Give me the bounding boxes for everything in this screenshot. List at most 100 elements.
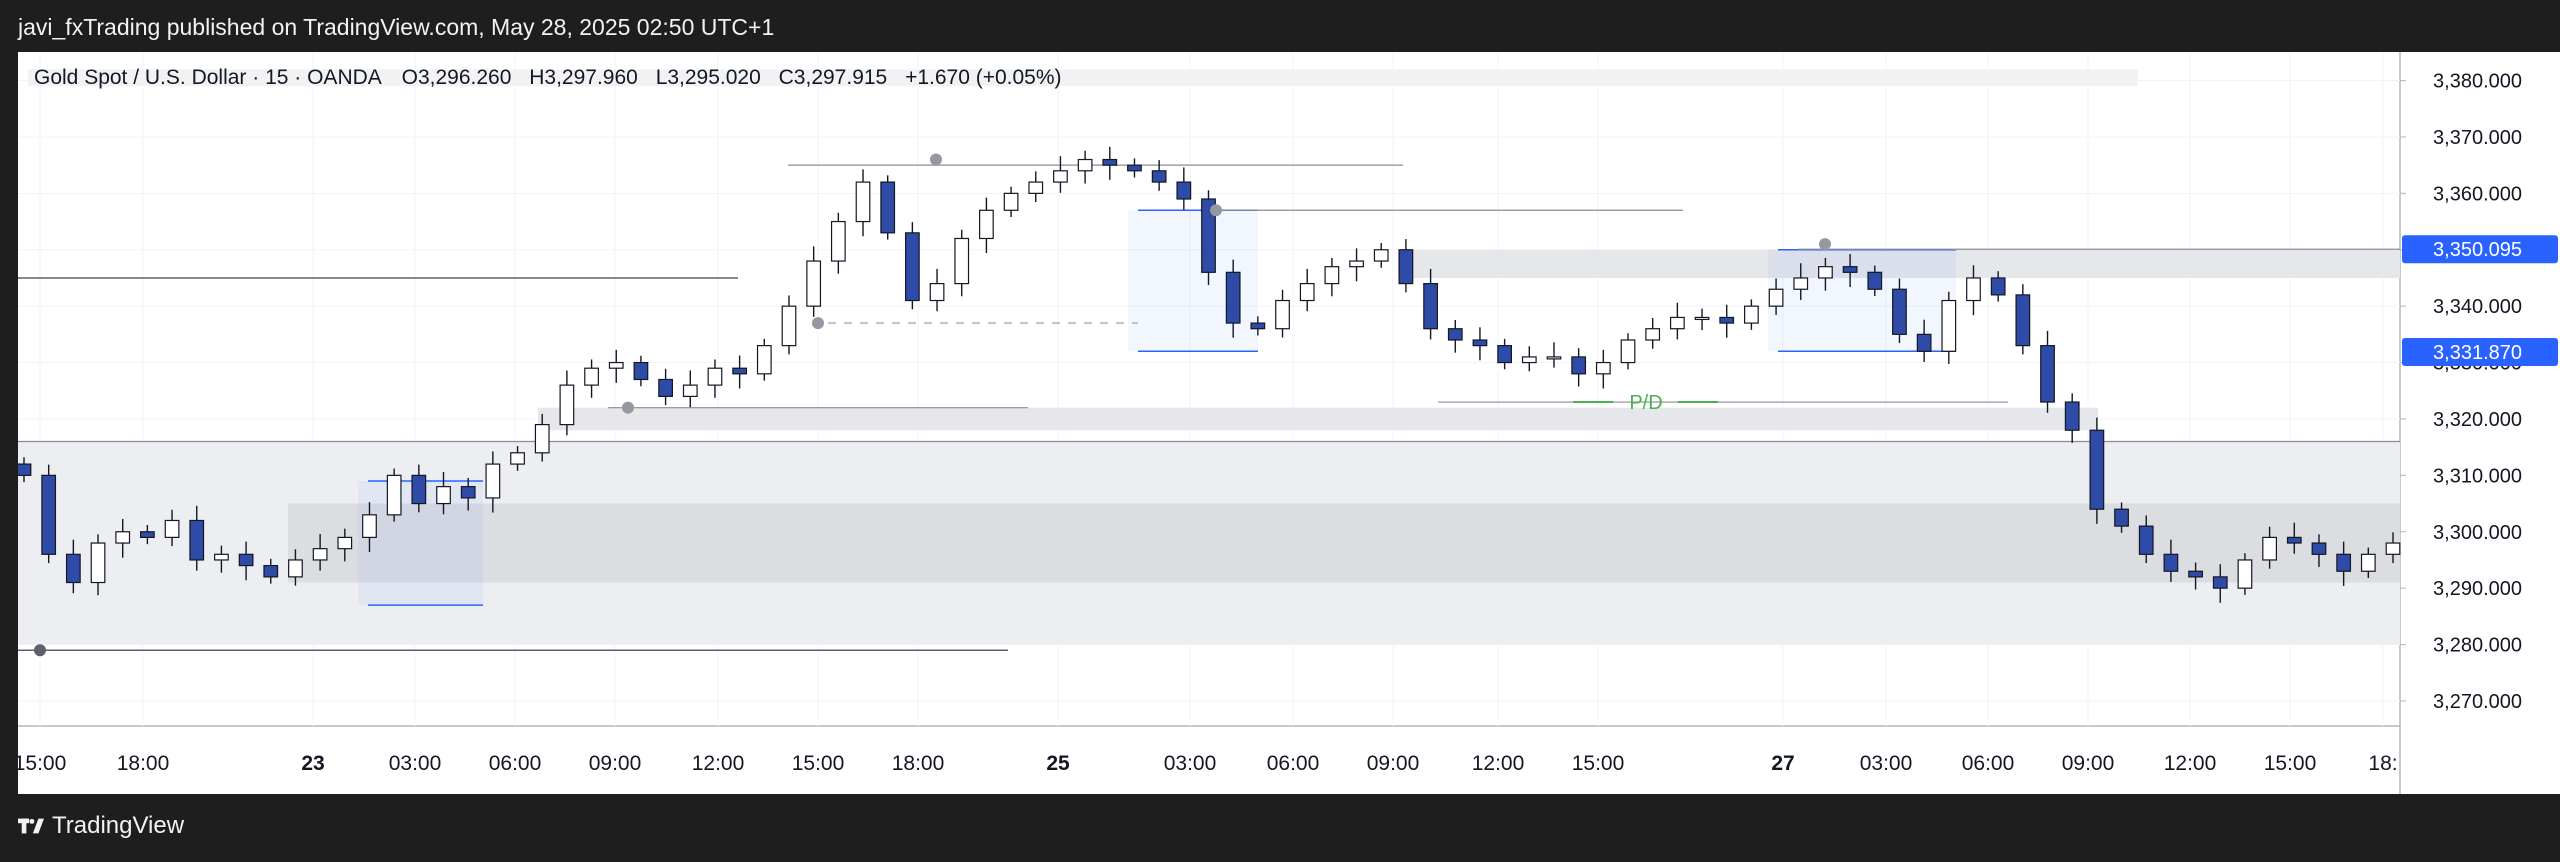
change-value: +1.670 (+0.05%) — [905, 66, 1062, 89]
low-value: L3,295.020 — [655, 66, 761, 89]
candle-body — [1472, 339, 1488, 347]
high-value: H3,297.960 — [529, 66, 638, 89]
candle — [2064, 393, 2080, 443]
close-value: C3,297.915 — [778, 66, 888, 89]
swing-point — [812, 317, 824, 330]
candle-body — [2188, 570, 2203, 578]
candle — [1744, 299, 1759, 330]
candle-body — [1744, 305, 1759, 324]
candle-body — [2385, 542, 2401, 555]
candle — [855, 169, 871, 237]
candle-body — [1793, 277, 1809, 290]
candle-body — [1966, 277, 1981, 302]
candle-body — [41, 474, 57, 555]
candle-body — [1892, 288, 1907, 335]
candle-body — [1842, 266, 1858, 273]
tradingview-logo-icon — [18, 818, 44, 834]
swing-point — [622, 401, 634, 414]
candle — [1768, 278, 1784, 315]
candle-body — [288, 559, 303, 578]
candle — [1127, 158, 1142, 178]
candle-body — [2237, 559, 2253, 589]
candle-body — [1003, 192, 1019, 211]
candle — [337, 528, 353, 562]
swing-point — [34, 644, 46, 657]
candle — [1941, 291, 1957, 364]
candle-body — [1620, 339, 1636, 364]
price-chart[interactable]: P/D 3,380.0003,370.0003,360.0003,350.000… — [18, 52, 2560, 794]
candle — [1892, 278, 1907, 344]
candle-body — [90, 542, 106, 584]
candle-body — [559, 384, 575, 426]
price-label-bg — [2402, 338, 2558, 367]
candle — [1373, 242, 1389, 268]
candle-body — [485, 463, 501, 499]
candle — [1028, 171, 1044, 203]
candle-body — [534, 424, 550, 454]
candle — [1324, 257, 1340, 297]
pd-zone — [538, 407, 2098, 431]
candle — [2114, 502, 2129, 533]
candle-body — [2040, 345, 2055, 403]
candle — [263, 558, 279, 584]
candle — [707, 359, 723, 398]
candle — [633, 355, 649, 387]
candle-body — [1102, 158, 1118, 166]
candle — [830, 212, 846, 274]
candle-body — [2163, 553, 2179, 572]
time-tick-label: 09:00 — [1367, 752, 1420, 775]
time-tick-label: 06:00 — [489, 752, 542, 775]
candle — [2040, 330, 2055, 413]
symbol-name: Gold Spot / U.S. Dollar · 15 · OANDA — [34, 66, 382, 89]
pd-label: P/D — [1629, 392, 1662, 414]
candle — [559, 370, 575, 436]
candle — [2385, 532, 2401, 564]
time-tick-label: 23 — [301, 752, 324, 775]
symbol-legend: Gold Spot / U.S. Dollar · 15 · OANDA O3,… — [34, 66, 1074, 90]
candle-body — [732, 367, 748, 375]
candle-body — [189, 519, 205, 561]
candle-body — [1250, 322, 1266, 330]
candle-body — [65, 553, 81, 584]
candle-body — [608, 361, 624, 369]
candle-body — [1447, 328, 1463, 341]
candle — [1521, 346, 1537, 372]
time-axis[interactable]: 15:00 18:00 23 03:00 06:00 09:00 12:00 15:00 18:… — [18, 752, 2398, 775]
tradingview-logo[interactable]: TradingView — [18, 812, 184, 840]
brand-name: TradingView — [52, 812, 185, 839]
candle-body — [682, 384, 698, 397]
price-axis[interactable]: 3,380.0003,370.0003,360.0003,350.0003,34… — [2400, 71, 2558, 713]
candle-body — [362, 514, 377, 538]
candle-body — [263, 564, 279, 578]
candle — [1077, 150, 1093, 184]
price-label: 3,350.095 — [2402, 235, 2558, 264]
candle — [658, 368, 673, 406]
candle-body — [2064, 401, 2080, 431]
candle — [288, 549, 303, 586]
candle — [1546, 342, 1562, 368]
candle — [214, 545, 229, 573]
chart-canvas[interactable]: P/D 3,380.0003,370.0003,360.0003,350.000… — [18, 52, 2560, 794]
candle-body — [830, 220, 846, 262]
candle — [904, 222, 920, 310]
candle — [460, 477, 476, 511]
supply-zone — [1398, 249, 2400, 278]
time-tick-label: 03:00 — [1164, 752, 1217, 775]
candle-body — [386, 474, 402, 516]
publish-header: javi_fxTrading published on TradingView.… — [0, 0, 2560, 52]
candle — [362, 502, 377, 553]
candle — [1003, 186, 1019, 218]
candle-body — [1867, 271, 1883, 290]
candle-body — [658, 378, 673, 398]
candle — [1299, 268, 1315, 312]
candle-body — [2138, 525, 2154, 555]
price-zones — [18, 69, 2400, 645]
candle-body — [1077, 158, 1093, 172]
publish-info: javi_fxTrading published on TradingView.… — [18, 14, 775, 40]
candle — [1571, 348, 1587, 387]
candle-body — [1324, 266, 1340, 285]
candle-body — [139, 531, 155, 539]
candle-body — [1225, 271, 1241, 324]
candle — [2360, 547, 2376, 579]
candle-body — [460, 486, 476, 499]
